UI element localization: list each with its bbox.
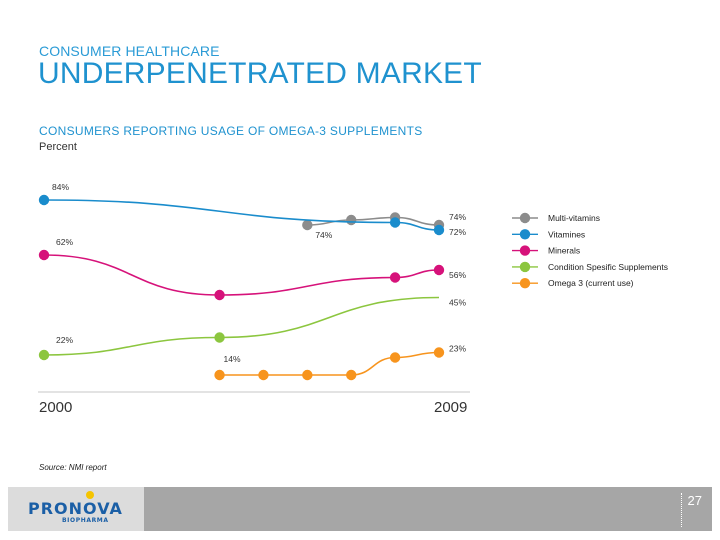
data-point (38, 249, 50, 261)
data-point (389, 272, 401, 283)
data-label: 23% (449, 344, 466, 354)
data-label: 56% (449, 270, 466, 280)
series-line-3 (43, 296, 440, 356)
legend-label: Omega 3 (current use) (548, 278, 634, 288)
source-note: Source: NMI report (39, 463, 107, 472)
footer-bar: 27 (144, 487, 712, 531)
logo-dot-icon (86, 491, 94, 499)
section-kicker: CONSUMER HEALTHCARE (39, 43, 220, 59)
data-point (214, 289, 225, 301)
data-point (214, 332, 225, 343)
x-tick-label-start: 2000 (39, 399, 72, 416)
data-label: 74% (315, 230, 332, 240)
logo-subtitle: BIOPHARMA (62, 517, 109, 524)
legend-label: Vitamines (548, 229, 585, 239)
legend-marker (519, 278, 531, 289)
page-number: 27 (680, 493, 702, 527)
legend-label: Condition Spesific Supplements (548, 262, 668, 272)
data-label: 22% (56, 335, 73, 345)
chart-title: CONSUMERS REPORTING USAGE OF OMEGA-3 SUP… (39, 124, 423, 138)
series-line-2 (43, 254, 440, 296)
data-point (38, 349, 50, 361)
legend-marker (519, 245, 531, 256)
data-point (389, 217, 401, 228)
legend-marker (519, 261, 531, 273)
line-chart: 2000 2009 74% 74% 84% 72% 62% 56% 22% 45% 14% 23% Mu… (38, 182, 668, 416)
data-point (38, 194, 50, 206)
series-line-0 (307, 216, 440, 226)
data-point (346, 369, 357, 381)
x-tick-label-end: 2009 (434, 399, 467, 416)
data-label: 45% (449, 298, 466, 308)
data-label: 14% (224, 354, 241, 364)
data-point (433, 264, 445, 276)
data-point (302, 219, 313, 231)
data-point (389, 352, 401, 363)
legend-marker (519, 229, 531, 240)
legend-marker (519, 212, 531, 224)
logo-wordmark: PRONOVA (28, 499, 123, 518)
page-title: UNDERPENETRATED MARKET (38, 57, 482, 90)
data-point (346, 214, 357, 226)
series-line-4 (219, 351, 440, 376)
data-label: 72% (449, 227, 466, 237)
data-label: 62% (56, 237, 73, 247)
data-point (302, 369, 313, 381)
legend-label: Minerals (548, 246, 580, 256)
data-point (433, 347, 445, 358)
data-point (214, 369, 225, 381)
legend-label: Multi-vitamins (548, 213, 600, 223)
data-point (433, 224, 445, 236)
company-logo: PRONOVA BIOPHARMA (8, 487, 144, 531)
data-label: 74% (449, 212, 466, 222)
data-point (258, 369, 269, 381)
series-line-1 (43, 199, 440, 231)
data-label: 84% (52, 182, 69, 192)
chart-unit: Percent (39, 141, 77, 153)
